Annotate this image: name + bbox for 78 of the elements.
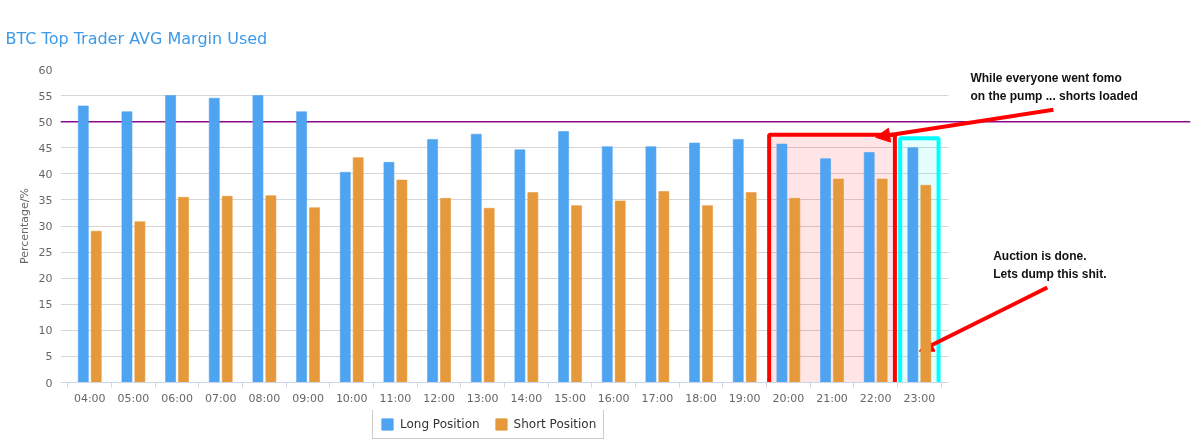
bar (558, 131, 570, 383)
bar (863, 151, 875, 383)
bar (296, 111, 308, 383)
bar (907, 147, 919, 383)
x-tick-label: 18:00 (685, 391, 717, 405)
bar (776, 143, 788, 383)
bar (427, 138, 439, 383)
bar (178, 196, 190, 383)
x-tick-label: 04:00 (73, 391, 106, 405)
bar (832, 178, 845, 383)
bar (90, 230, 102, 383)
annotation: Auction is done. Lets dump this shit. (993, 249, 1107, 282)
bar (514, 149, 526, 383)
bar (601, 146, 613, 383)
bar (165, 95, 177, 383)
bar (701, 205, 714, 383)
bar (820, 158, 832, 383)
x-tick-label: 07:00 (204, 391, 237, 405)
bar (352, 157, 364, 383)
y-tick-label: 5 (45, 350, 53, 364)
y-tick-label: 55 (38, 89, 53, 103)
x-tick-label: 11:00 (379, 391, 412, 405)
bar (745, 192, 757, 383)
x-tick-label: 08:00 (248, 391, 281, 405)
x-tick-label: 15:00 (554, 391, 586, 405)
annotation: While everyone went fomo on the pump ... shorts loaded (970, 70, 1138, 103)
x-tick-label: 06:00 (161, 391, 193, 405)
y-tick-label: 50 (38, 115, 53, 129)
x-tick-label: 14:00 (510, 391, 543, 405)
x-tick-label: 22:00 (859, 391, 892, 405)
y-tick-label: 45 (38, 141, 53, 155)
bar (339, 171, 351, 383)
x-tick-label: 17:00 (641, 391, 674, 405)
x-tick-label: 21:00 (816, 391, 848, 405)
legend-label: Short Position (513, 417, 597, 431)
bar (77, 105, 89, 383)
bar (121, 111, 133, 383)
bar (789, 197, 801, 383)
bar (876, 178, 888, 383)
bar (483, 207, 495, 383)
bar (470, 133, 482, 383)
bar (440, 197, 452, 383)
x-tick-label: 19:00 (728, 391, 761, 405)
y-tick-label: 35 (38, 193, 53, 207)
x-tick-label: 23:00 (903, 391, 936, 405)
y-tick-label: 40 (38, 167, 53, 181)
legend-label: Long Position (400, 417, 480, 431)
y-tick-label: 25 (38, 246, 53, 260)
bar (208, 97, 220, 383)
x-tick-label: 05:00 (117, 391, 150, 405)
y-tick-label: 10 (38, 324, 53, 338)
x-tick-label: 10:00 (335, 391, 368, 405)
bar (570, 205, 583, 383)
y-tick-label: 15 (38, 298, 53, 312)
bar (645, 146, 657, 383)
x-tick-label: 16:00 (597, 391, 630, 405)
bar (221, 195, 233, 383)
bar (732, 138, 744, 383)
bar (614, 200, 626, 383)
bar (309, 207, 321, 383)
bar (134, 221, 146, 383)
x-tick-label: 13:00 (466, 391, 499, 405)
chart-title: BTC Top Trader AVG Margin Used (5, 28, 268, 48)
bar (265, 195, 277, 383)
y-tick-label: 30 (38, 220, 53, 233)
x-tick-label: 20:00 (772, 391, 805, 405)
x-tick-label: 12:00 (423, 391, 455, 405)
bar (527, 192, 539, 383)
y-tick-label: 20 (38, 272, 53, 286)
x-tick-label: 09:00 (292, 391, 324, 405)
y-tick-label: 60 (38, 63, 53, 77)
bar (252, 95, 264, 383)
y-axis-title: Percentage/% (17, 187, 31, 265)
bar (396, 179, 408, 383)
bar (383, 161, 395, 383)
y-tick-label: 0 (45, 376, 53, 390)
bar (658, 191, 670, 383)
bar (689, 142, 701, 383)
